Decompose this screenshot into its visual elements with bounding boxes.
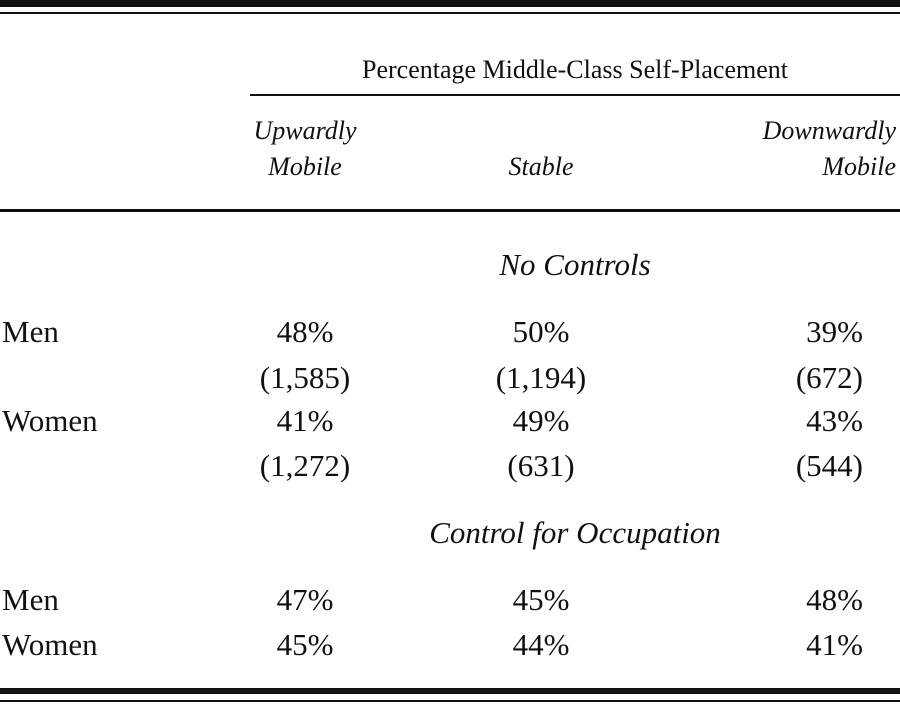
row-label-men: Men bbox=[2, 582, 59, 617]
column-header-upwardly-mobile: Upwardly Mobile bbox=[215, 113, 395, 185]
table-caption: Percentage Middle-Class Self-Placement bbox=[362, 55, 788, 84]
column-header-line1: Downwardly bbox=[762, 116, 896, 145]
cell-value: 39% bbox=[806, 314, 863, 349]
header-rule bbox=[0, 209, 900, 212]
cell-value: 45% bbox=[512, 582, 570, 617]
cell-value: 50% bbox=[512, 314, 570, 349]
cell-count: (1,585) bbox=[259, 360, 351, 395]
cell-value: 49% bbox=[512, 403, 570, 438]
row-label-men: Men bbox=[2, 314, 59, 349]
column-header-line2: Stable bbox=[508, 152, 574, 181]
column-header-line2: Mobile bbox=[268, 152, 342, 181]
cell-count: (631) bbox=[507, 448, 575, 483]
cell-value: 41% bbox=[806, 627, 863, 662]
caption-underline bbox=[250, 94, 900, 96]
section-title-control-for-occupation: Control for Occupation bbox=[429, 515, 721, 550]
cell-value: 47% bbox=[276, 582, 334, 617]
bottom-rule-thin bbox=[0, 700, 900, 702]
cell-count: (1,272) bbox=[259, 448, 351, 483]
column-header-line1: Upwardly bbox=[253, 116, 357, 145]
column-header-line1 bbox=[451, 113, 631, 149]
column-header-downwardly-mobile: Downwardly Mobile bbox=[683, 113, 896, 185]
cell-value: 48% bbox=[276, 314, 334, 349]
top-rule-thin bbox=[0, 12, 900, 14]
cell-count: (672) bbox=[795, 360, 863, 395]
cell-value: 45% bbox=[276, 627, 334, 662]
section-title-no-controls: No Controls bbox=[499, 247, 651, 282]
cell-count: (1,194) bbox=[495, 360, 587, 395]
bottom-rule-thick bbox=[0, 688, 900, 694]
row-label-women: Women bbox=[2, 403, 98, 438]
cell-value: 43% bbox=[806, 403, 863, 438]
cell-value: 48% bbox=[806, 582, 863, 617]
row-label-women: Women bbox=[2, 627, 98, 662]
cell-value: 41% bbox=[276, 403, 334, 438]
top-rule-thick bbox=[0, 0, 900, 7]
cell-count: (544) bbox=[795, 448, 863, 483]
column-header-line2: Mobile bbox=[822, 152, 896, 181]
column-header-stable: Stable bbox=[451, 113, 631, 185]
cell-value: 44% bbox=[512, 627, 570, 662]
